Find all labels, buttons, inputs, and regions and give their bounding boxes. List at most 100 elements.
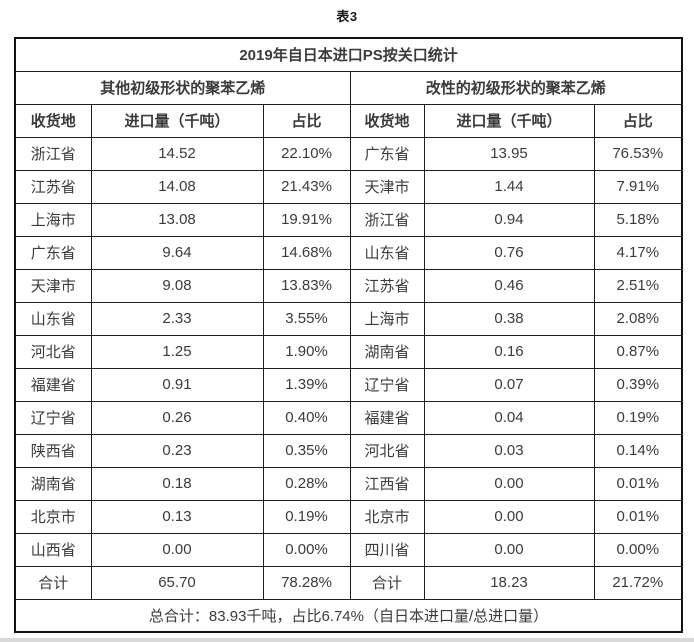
share-cell: 0.00%	[262, 532, 351, 567]
volume-cell: 9.08	[90, 268, 264, 303]
volume-cell: 0.04	[423, 400, 595, 435]
volume-cell: 0.91	[90, 367, 264, 402]
region-cell: 天津市	[14, 268, 92, 303]
region-cell: 四川省	[349, 532, 425, 567]
table-row: 辽宁省 0.26 0.40% 福建省 0.04 0.19%	[14, 400, 683, 435]
total-share-right: 21.72%	[593, 565, 683, 600]
volume-cell: 0.23	[90, 433, 264, 468]
total-label-left: 合计	[14, 565, 92, 600]
share-cell: 14.68%	[262, 235, 351, 270]
col-header-share-right: 占比	[593, 103, 683, 138]
col-header-volume-left: 进口量（千吨）	[90, 103, 264, 138]
grand-total-note: 总合计：83.93千吨，占比6.74%（自日本进口量/总进口量）	[14, 598, 683, 633]
region-cell: 福建省	[349, 400, 425, 435]
region-cell: 辽宁省	[349, 367, 425, 402]
share-cell: 1.39%	[262, 367, 351, 402]
col-header-volume-right: 进口量（千吨）	[423, 103, 595, 138]
table-row: 天津市 9.08 13.83% 江苏省 0.46 2.51%	[14, 268, 683, 303]
region-cell: 浙江省	[349, 202, 425, 237]
region-cell: 上海市	[14, 202, 92, 237]
table-row: 浙江省 14.52 22.10% 广东省 13.95 76.53%	[14, 136, 683, 171]
volume-cell: 0.76	[423, 235, 595, 270]
import-stats-table: 2019年自日本进口PS按关口统计 其他初级形状的聚苯乙烯 改性的初级形状的聚苯…	[14, 37, 684, 633]
share-cell: 7.91%	[593, 169, 683, 204]
share-cell: 4.17%	[593, 235, 683, 270]
table-row: 上海市 13.08 19.91% 浙江省 0.94 5.18%	[14, 202, 683, 237]
region-cell: 辽宁省	[14, 400, 92, 435]
table-row: 陕西省 0.23 0.35% 河北省 0.03 0.14%	[14, 433, 683, 468]
volume-cell: 14.52	[90, 136, 264, 171]
total-volume-left: 65.70	[90, 565, 264, 600]
region-cell: 北京市	[14, 499, 92, 534]
volume-cell: 14.08	[90, 169, 264, 204]
group-header-modified-ps: 改性的初级形状的聚苯乙烯	[349, 70, 683, 105]
share-cell: 0.28%	[262, 466, 351, 501]
region-cell: 河北省	[14, 334, 92, 369]
total-volume-right: 18.23	[423, 565, 595, 600]
group-header-other-ps: 其他初级形状的聚苯乙烯	[14, 70, 351, 105]
region-cell: 山东省	[14, 301, 92, 336]
table-title-row: 2019年自日本进口PS按关口统计	[14, 37, 683, 72]
volume-cell: 0.38	[423, 301, 595, 336]
volume-cell: 0.00	[90, 532, 264, 567]
region-cell: 河北省	[349, 433, 425, 468]
footer-row: 总合计：83.93千吨，占比6.74%（自日本进口量/总进口量）	[14, 598, 683, 633]
table-row: 广东省 9.64 14.68% 山东省 0.76 4.17%	[14, 235, 683, 270]
share-cell: 76.53%	[593, 136, 683, 171]
region-cell: 江西省	[349, 466, 425, 501]
share-cell: 2.08%	[593, 301, 683, 336]
table-row: 湖南省 0.18 0.28% 江西省 0.00 0.01%	[14, 466, 683, 501]
volume-cell: 13.95	[423, 136, 595, 171]
group-header-row: 其他初级形状的聚苯乙烯 改性的初级形状的聚苯乙烯	[14, 70, 683, 105]
region-cell: 广东省	[14, 235, 92, 270]
page-title: 表3	[336, 9, 358, 24]
volume-cell: 1.44	[423, 169, 595, 204]
share-cell: 0.35%	[262, 433, 351, 468]
col-header-region-left: 收货地	[14, 103, 92, 138]
volume-cell: 2.33	[90, 301, 264, 336]
region-cell: 天津市	[349, 169, 425, 204]
share-cell: 0.01%	[593, 466, 683, 501]
region-cell: 江苏省	[14, 169, 92, 204]
share-cell: 22.10%	[262, 136, 351, 171]
table-row: 福建省 0.91 1.39% 辽宁省 0.07 0.39%	[14, 367, 683, 402]
table-row: 北京市 0.13 0.19% 北京市 0.00 0.01%	[14, 499, 683, 534]
table-row: 河北省 1.25 1.90% 湖南省 0.16 0.87%	[14, 334, 683, 369]
volume-cell: 13.08	[90, 202, 264, 237]
total-row: 合计 65.70 78.28% 合计 18.23 21.72%	[14, 565, 683, 600]
region-cell: 陕西省	[14, 433, 92, 468]
region-cell: 北京市	[349, 499, 425, 534]
volume-cell: 0.00	[423, 466, 595, 501]
col-header-region-right: 收货地	[349, 103, 425, 138]
share-cell: 0.19%	[593, 400, 683, 435]
region-cell: 江苏省	[349, 268, 425, 303]
region-cell: 山东省	[349, 235, 425, 270]
volume-cell: 1.25	[90, 334, 264, 369]
volume-cell: 0.16	[423, 334, 595, 369]
volume-cell: 0.94	[423, 202, 595, 237]
share-cell: 0.39%	[593, 367, 683, 402]
region-cell: 上海市	[349, 301, 425, 336]
region-cell: 广东省	[349, 136, 425, 171]
share-cell: 5.18%	[593, 202, 683, 237]
share-cell: 21.43%	[262, 169, 351, 204]
table-title: 2019年自日本进口PS按关口统计	[14, 37, 683, 72]
volume-cell: 9.64	[90, 235, 264, 270]
share-cell: 0.14%	[593, 433, 683, 468]
share-cell: 0.01%	[593, 499, 683, 534]
region-cell: 湖南省	[14, 466, 92, 501]
share-cell: 1.90%	[262, 334, 351, 369]
region-cell: 浙江省	[14, 136, 92, 171]
volume-cell: 0.18	[90, 466, 264, 501]
share-cell: 19.91%	[262, 202, 351, 237]
table-row: 江苏省 14.08 21.43% 天津市 1.44 7.91%	[14, 169, 683, 204]
region-cell: 山西省	[14, 532, 92, 567]
region-cell: 湖南省	[349, 334, 425, 369]
page-bottom-edge	[0, 638, 694, 642]
share-cell: 0.00%	[593, 532, 683, 567]
region-cell: 福建省	[14, 367, 92, 402]
col-header-share-left: 占比	[262, 103, 351, 138]
total-share-left: 78.28%	[262, 565, 351, 600]
share-cell: 3.55%	[262, 301, 351, 336]
table-row: 山东省 2.33 3.55% 上海市 0.38 2.08%	[14, 301, 683, 336]
